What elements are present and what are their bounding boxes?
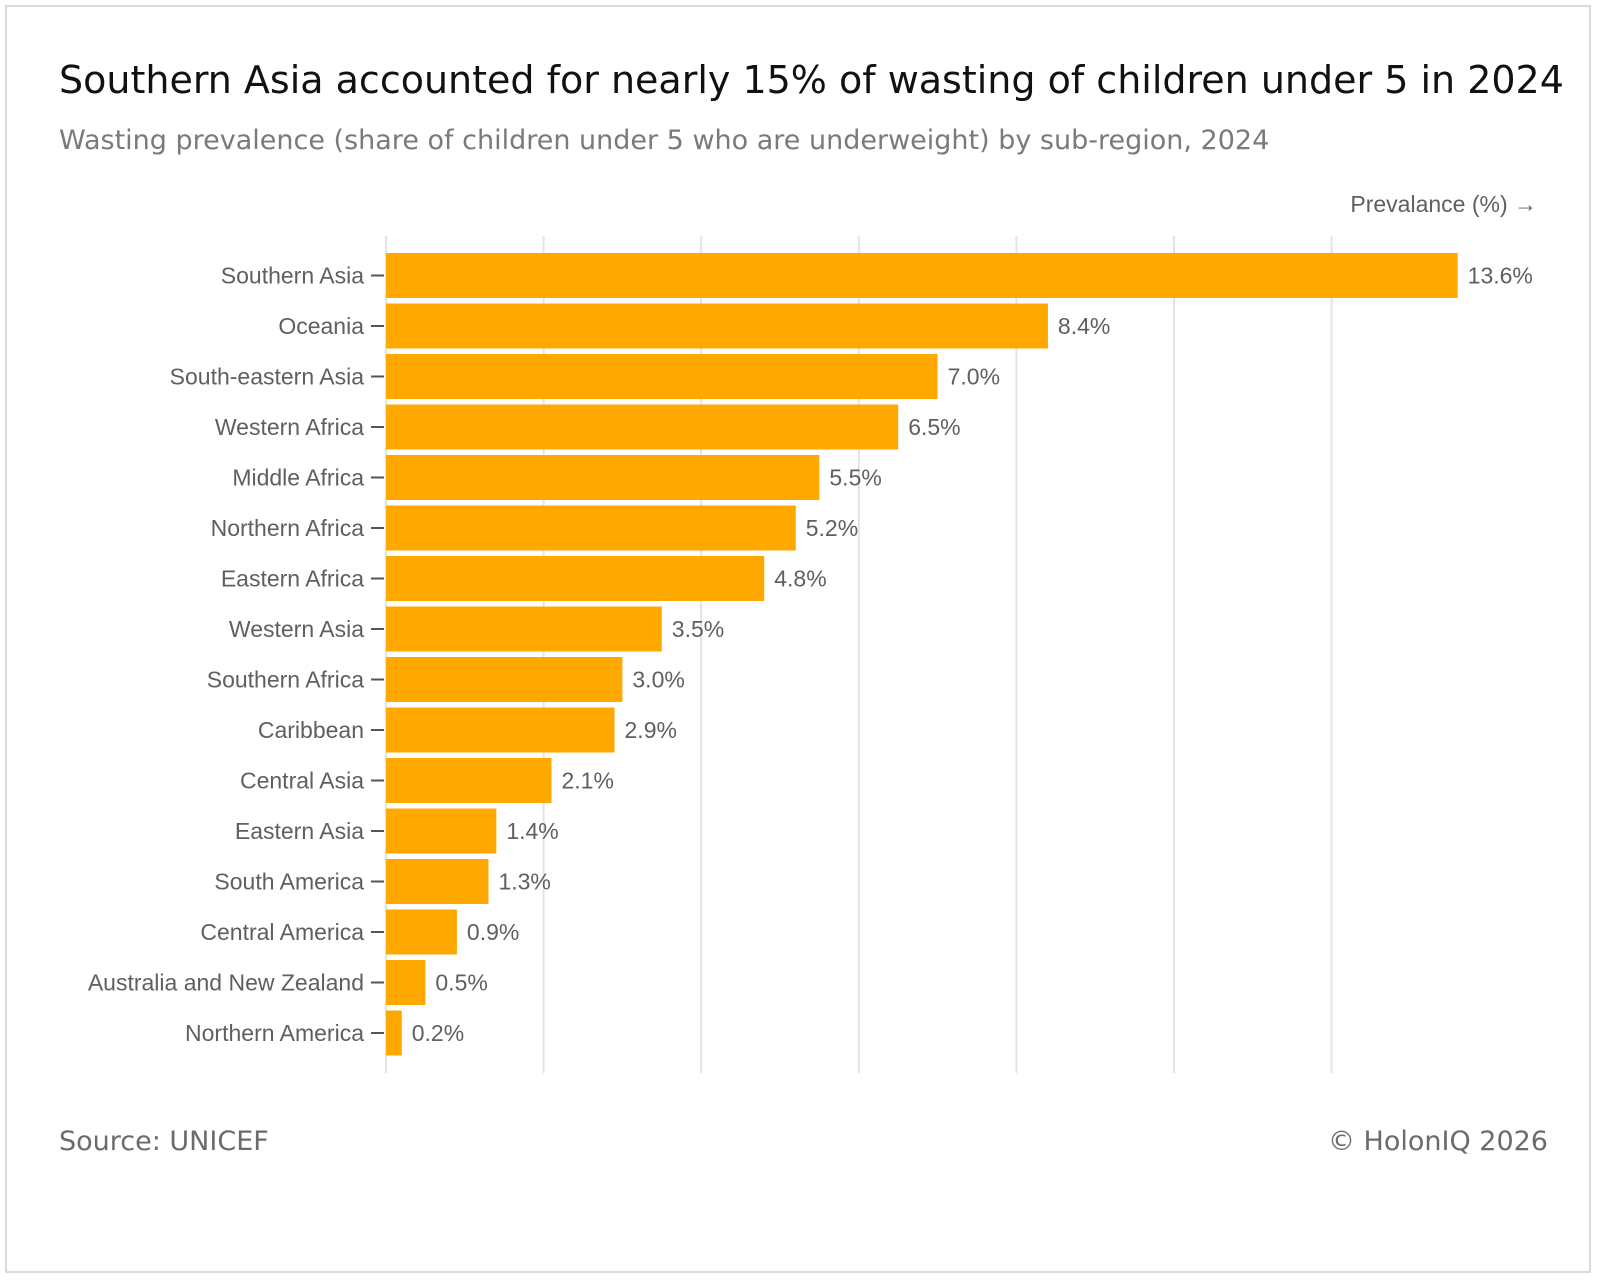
data-label: 5.5% xyxy=(829,465,881,491)
bar xyxy=(386,303,1048,349)
bar xyxy=(386,960,426,1005)
data-label: 1.4% xyxy=(506,818,558,844)
data-label: 8.4% xyxy=(1058,313,1110,339)
data-labels: 13.6% 8.4% 7.0% 6.5% 5.5% 5.2% 4.8% 3.5% 3.0% 2.9… xyxy=(412,263,1533,1047)
source-note: Source: UNICEF xyxy=(59,1126,269,1157)
category-label: Southern Asia xyxy=(221,263,364,289)
x-axis-title: Prevalance (%) → xyxy=(1350,191,1537,217)
bar xyxy=(386,758,552,803)
category-label: Western Asia xyxy=(229,616,364,642)
category-label: Australia and New Zealand xyxy=(88,970,364,996)
bar xyxy=(386,505,796,551)
category-label: Central America xyxy=(200,919,364,945)
category-label: Middle Africa xyxy=(232,465,364,491)
bar xyxy=(386,657,623,702)
bar xyxy=(386,909,457,955)
bar xyxy=(386,1010,402,1056)
copyright-note: © HolonIQ 2026 xyxy=(1327,1126,1548,1157)
bar xyxy=(386,859,489,904)
category-label: Eastern Asia xyxy=(235,818,364,844)
data-label: 7.0% xyxy=(948,364,1000,390)
data-label: 3.5% xyxy=(672,616,724,642)
category-label: Central Asia xyxy=(240,768,364,794)
category-label: Western Africa xyxy=(215,414,364,440)
category-label: Northern Africa xyxy=(211,515,365,541)
category-label: Eastern Africa xyxy=(221,566,364,592)
category-label: Northern America xyxy=(185,1020,364,1046)
category-label: South America xyxy=(214,869,364,895)
bar xyxy=(386,354,938,399)
bar xyxy=(386,606,662,652)
data-label: 13.6% xyxy=(1468,263,1533,289)
data-label: 3.0% xyxy=(632,667,684,693)
bar xyxy=(386,556,765,601)
chart-title: Southern Asia accounted for nearly 15% o… xyxy=(59,58,1564,102)
category-label: South-eastern Asia xyxy=(170,364,365,390)
data-label: 4.8% xyxy=(774,566,826,592)
category-label: Oceania xyxy=(278,313,364,339)
data-label: 0.2% xyxy=(412,1020,464,1046)
bar xyxy=(386,455,820,500)
bar xyxy=(386,404,899,450)
data-label: 2.1% xyxy=(561,768,613,794)
chart-subtitle: Wasting prevalence (share of children un… xyxy=(59,125,1270,156)
category-labels: Southern Asia Oceania South-eastern Asia We… xyxy=(88,263,384,1046)
data-label: 0.9% xyxy=(467,919,519,945)
category-label: Southern Africa xyxy=(207,667,364,693)
category-label: Caribbean xyxy=(258,717,364,743)
chart-card xyxy=(5,5,1591,1273)
bar xyxy=(386,808,497,854)
data-label: 1.3% xyxy=(498,869,550,895)
data-label: 0.5% xyxy=(435,970,487,996)
data-label: 5.2% xyxy=(806,515,858,541)
data-label: 6.5% xyxy=(908,414,960,440)
data-label: 2.9% xyxy=(625,717,677,743)
bars xyxy=(386,253,1458,1056)
bar xyxy=(386,253,1458,298)
bar xyxy=(386,707,615,753)
